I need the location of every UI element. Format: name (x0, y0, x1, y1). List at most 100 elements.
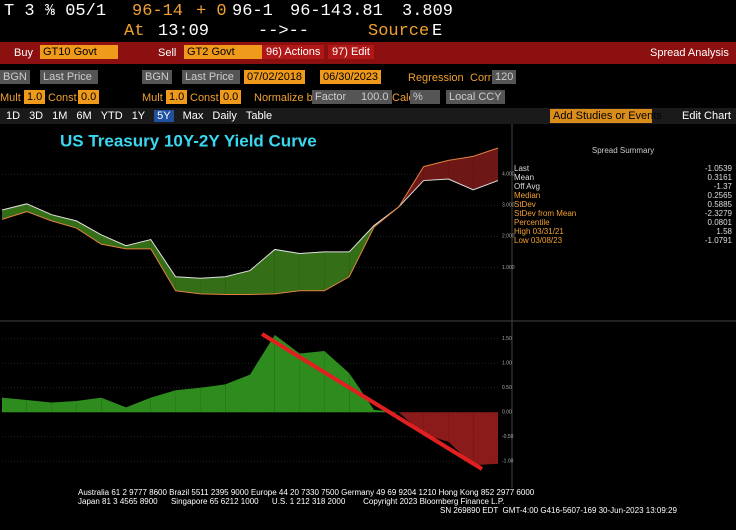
summary-value: -1.37 (713, 182, 732, 191)
spread-fill (2, 203, 27, 220)
summary-value: 0.5885 (707, 200, 732, 209)
spread-fill (76, 220, 102, 245)
corr[interactable]: Corr (470, 72, 492, 84)
y-tick-label: 1.000 (502, 265, 515, 271)
spread-area (250, 334, 275, 413)
chart-bg (0, 124, 736, 488)
tab[interactable]: 1D (6, 110, 21, 122)
spread-area (349, 373, 374, 413)
summary-label: Off Avg (514, 182, 540, 191)
y-tick-label: 1.00 (502, 361, 512, 367)
yield-line (1, 178, 499, 279)
mult2-label: Mult (142, 92, 163, 104)
spread-area (26, 400, 52, 413)
open: 96-1 (232, 2, 273, 21)
spread-fill (200, 276, 226, 295)
summary-label: Low 03/08/23 (514, 236, 563, 245)
corr-window[interactable]: 120 (492, 70, 517, 84)
end-date[interactable]: 06/30/2023 (320, 70, 382, 84)
currency[interactable]: Local CCY (446, 90, 505, 104)
y-tick-label: 1.50 (502, 336, 512, 342)
source-code: E (432, 22, 443, 41)
footer-line2: Japan 81 3 4565 8900 Singapore 65 6212 1… (78, 497, 505, 506)
calc-value[interactable]: % (410, 90, 440, 104)
sell-ticker[interactable]: GT2 Govt (184, 45, 262, 59)
spread-summary: Spread Summary Last -1.0539 Mean 0.3161 Off … (514, 128, 732, 245)
summary-label: Median (514, 191, 541, 200)
const2[interactable]: 0.0 (220, 90, 242, 104)
source: Source (368, 22, 430, 41)
summary-row: High 03/31/21 1.58 (514, 227, 732, 236)
summary-value: 0.3161 (707, 173, 732, 182)
tab[interactable]: Max (182, 110, 204, 122)
tab[interactable]: Table (245, 110, 273, 122)
tab[interactable]: 6M (76, 110, 92, 122)
actions[interactable]: 96) Actions (262, 45, 325, 59)
spread-area (126, 397, 151, 413)
summary-row: Low 03/08/23 -1.0791 (514, 236, 732, 245)
buy-ticker[interactable]: GT10 Govt (40, 45, 118, 59)
spread-fill (51, 214, 77, 229)
source2[interactable]: BGN (142, 70, 172, 84)
spread-fill (299, 251, 325, 291)
spread-area (200, 384, 226, 413)
start-date[interactable]: 07/02/2018 (244, 70, 306, 84)
field1[interactable]: Last Price (40, 70, 98, 84)
mult2[interactable]: 1.0 (166, 90, 188, 104)
yield: 3.81 (342, 2, 383, 21)
summary-row: Mean 0.3161 (514, 173, 732, 182)
y-tick-label: 4.000 (502, 172, 515, 178)
summary-label: Mean (514, 173, 535, 182)
spread-fill (473, 147, 498, 190)
const1[interactable]: 0.0 (78, 90, 100, 104)
sell[interactable]: Sell (158, 47, 177, 59)
factor[interactable]: Factor (312, 90, 358, 104)
tabs: 1D 3D 1M 6M YTD 1Y 5Y Max Daily Table (6, 110, 272, 122)
tab[interactable]: 5Y (154, 110, 174, 122)
summary-label: StDev (514, 200, 536, 209)
time: 13:09 (158, 22, 210, 41)
tab[interactable]: 1M (52, 110, 68, 122)
add-studies[interactable]: Add Studies or Events (550, 109, 662, 123)
summary-label: Last (514, 164, 530, 173)
edit-chart[interactable]: Edit Chart (682, 110, 731, 122)
spread-area (2, 397, 27, 413)
spread-area (150, 390, 176, 413)
regression-line (260, 332, 484, 471)
y-tick-label: -0.50 (502, 434, 514, 440)
summary-value: 1.58 (716, 227, 732, 236)
summary-title: Spread Summary (591, 146, 655, 155)
calc: Calc (392, 92, 415, 104)
bid: 96-14 (132, 2, 184, 21)
edit[interactable]: 97) Edit (328, 45, 374, 59)
summary-row: StDev from Mean -2.3279 (514, 209, 732, 218)
mult1[interactable]: 1.0 (24, 90, 46, 104)
yield-line (1, 147, 499, 295)
regression[interactable]: Regression (408, 72, 464, 84)
tab[interactable]: YTD (100, 110, 123, 122)
summary-row: Percentile 0.0801 (514, 218, 732, 227)
field2[interactable]: Last Price (182, 70, 240, 84)
summary-row: Median 0.2565 (514, 191, 732, 200)
change: + 0 (196, 2, 227, 21)
source1[interactable]: BGN (0, 70, 30, 84)
factor-value[interactable]: 100.0 (358, 90, 392, 104)
summary-label: StDev from Mean (514, 209, 577, 218)
tab[interactable]: 1Y (131, 110, 146, 122)
spread-area (51, 401, 77, 413)
security: T 3 ⅜ 05/1 (4, 2, 107, 21)
spread-fill (274, 249, 300, 294)
spread-area (76, 397, 102, 413)
summary-label: High 03/31/21 (514, 227, 564, 236)
spread-fill (175, 276, 201, 294)
summary-row: Last -1.0539 (514, 164, 732, 173)
tab[interactable]: Daily (212, 110, 237, 122)
y-tick-label: 3.000 (502, 203, 515, 209)
last: 96-14 (290, 2, 342, 21)
buy[interactable]: Buy (14, 47, 33, 59)
const2-label: Const (190, 92, 219, 104)
tab[interactable]: 3D (29, 110, 44, 122)
summary-value: 0.2565 (707, 191, 732, 200)
normalize[interactable]: Normalize by (254, 92, 319, 104)
